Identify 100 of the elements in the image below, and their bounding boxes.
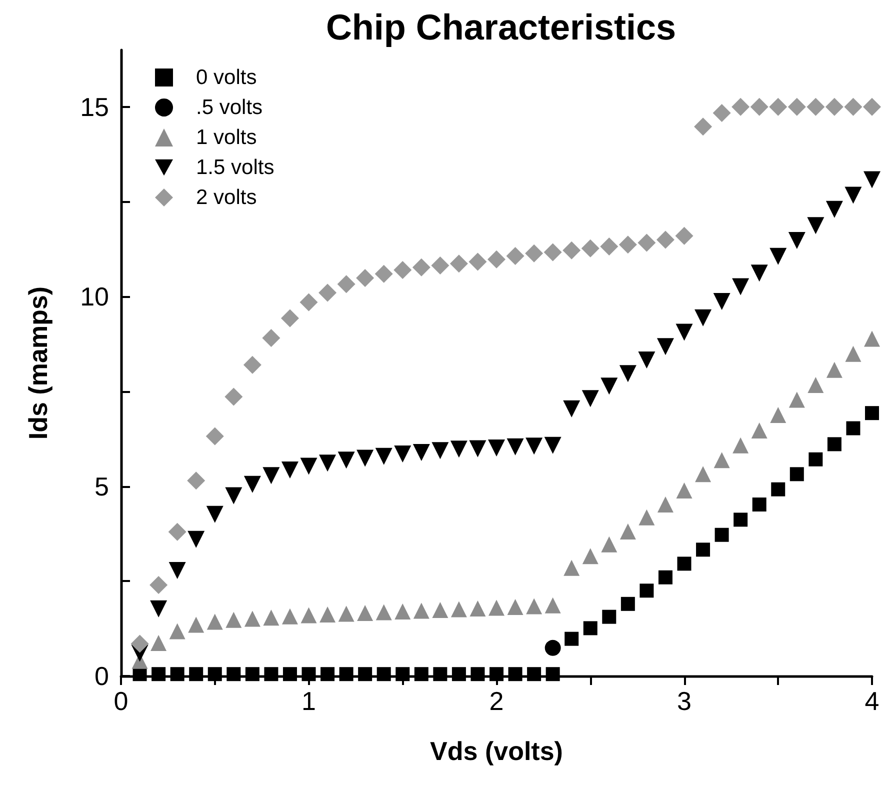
point bbox=[696, 542, 710, 557]
point bbox=[169, 623, 186, 640]
point bbox=[806, 98, 825, 116]
point bbox=[226, 612, 242, 628]
x-tick-label: 1 bbox=[302, 686, 316, 716]
point bbox=[431, 256, 450, 274]
x-tick-label: 3 bbox=[677, 686, 692, 716]
point bbox=[714, 528, 729, 542]
y-tick-label: 10 bbox=[80, 282, 109, 312]
point bbox=[282, 667, 297, 682]
point bbox=[788, 232, 806, 249]
point bbox=[827, 437, 842, 452]
point bbox=[826, 200, 843, 218]
point bbox=[527, 667, 542, 682]
point bbox=[864, 171, 880, 188]
point bbox=[620, 523, 636, 540]
point bbox=[525, 244, 544, 262]
point bbox=[226, 667, 241, 682]
point bbox=[414, 667, 428, 682]
point bbox=[825, 98, 844, 116]
point bbox=[188, 530, 205, 548]
point bbox=[808, 452, 823, 466]
point bbox=[189, 667, 204, 682]
point bbox=[714, 452, 730, 468]
point bbox=[243, 356, 262, 374]
legend-label: 1 volts bbox=[196, 126, 257, 149]
point bbox=[152, 667, 166, 682]
point bbox=[865, 406, 879, 420]
point bbox=[564, 560, 580, 576]
point bbox=[657, 496, 674, 513]
point bbox=[712, 104, 731, 122]
point bbox=[318, 284, 337, 302]
point bbox=[396, 667, 410, 682]
point bbox=[506, 247, 524, 266]
point bbox=[130, 634, 149, 653]
point bbox=[356, 269, 374, 288]
point bbox=[658, 570, 672, 584]
point bbox=[488, 600, 504, 616]
point bbox=[206, 614, 223, 630]
point bbox=[412, 258, 430, 276]
legend-label: 2 volts bbox=[196, 186, 257, 209]
point bbox=[677, 556, 692, 571]
point bbox=[864, 330, 880, 347]
y-tick-label: 0 bbox=[94, 661, 109, 691]
point bbox=[751, 422, 768, 439]
point bbox=[750, 98, 768, 116]
point bbox=[734, 512, 748, 527]
point bbox=[206, 427, 224, 446]
point bbox=[469, 440, 486, 458]
point bbox=[490, 667, 504, 682]
point bbox=[188, 616, 204, 633]
point bbox=[470, 600, 486, 616]
legend-label: .5 volts bbox=[196, 96, 263, 119]
point bbox=[600, 238, 618, 256]
point bbox=[337, 275, 356, 294]
x-tick-label: 0 bbox=[114, 686, 128, 716]
point bbox=[582, 548, 598, 564]
point bbox=[638, 234, 656, 252]
point bbox=[206, 506, 224, 523]
point bbox=[581, 239, 600, 258]
point bbox=[282, 608, 298, 624]
point bbox=[732, 278, 750, 296]
point bbox=[320, 667, 335, 682]
point bbox=[808, 377, 824, 394]
point bbox=[713, 293, 730, 310]
point bbox=[450, 440, 468, 458]
point bbox=[618, 236, 637, 254]
point bbox=[546, 667, 560, 682]
point bbox=[640, 584, 654, 598]
point bbox=[544, 436, 562, 454]
point bbox=[394, 604, 411, 620]
point bbox=[262, 467, 280, 484]
point bbox=[150, 576, 168, 594]
point bbox=[846, 421, 860, 436]
point bbox=[602, 610, 616, 624]
point bbox=[375, 448, 392, 465]
point bbox=[168, 562, 186, 580]
point bbox=[224, 388, 243, 406]
point bbox=[300, 458, 318, 475]
x-axis-title: Vds (volts) bbox=[430, 736, 563, 766]
point bbox=[168, 522, 186, 541]
point bbox=[488, 439, 505, 456]
point bbox=[732, 437, 749, 454]
point bbox=[676, 324, 693, 341]
point bbox=[302, 667, 316, 682]
point bbox=[675, 226, 694, 245]
point bbox=[150, 600, 168, 618]
point bbox=[844, 186, 862, 204]
point bbox=[300, 293, 318, 312]
point bbox=[790, 467, 804, 482]
point bbox=[376, 667, 391, 682]
point bbox=[264, 667, 278, 682]
point bbox=[770, 406, 786, 423]
point bbox=[564, 632, 579, 646]
point bbox=[320, 606, 336, 623]
chart-title: Chip Characteristics bbox=[326, 6, 676, 48]
point bbox=[826, 362, 842, 378]
point bbox=[150, 634, 167, 651]
legend-label: 1.5 volts bbox=[196, 156, 274, 179]
point bbox=[863, 98, 881, 116]
